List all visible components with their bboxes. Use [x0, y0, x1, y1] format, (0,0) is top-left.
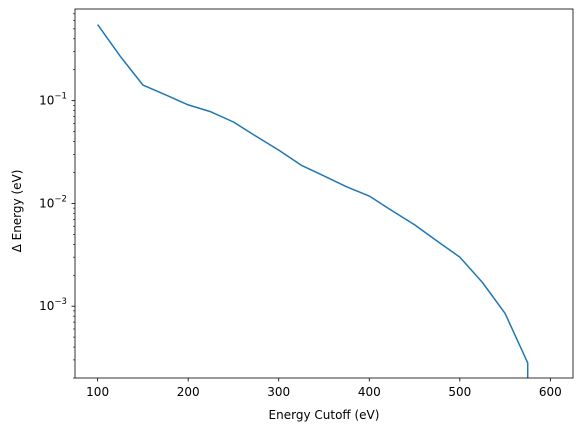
y-tick-label: 10−1 [39, 92, 67, 108]
x-axis: 100 200 300 400 500 600 [86, 378, 562, 399]
y-axis: 10−3 10−2 10−1 [39, 13, 75, 379]
x-axis-label: Energy Cutoff (eV) [269, 408, 380, 422]
axes-frame [74, 8, 574, 379]
plot-area [74, 8, 574, 379]
x-tick-label: 400 [358, 385, 381, 399]
x-tick-label: 600 [539, 385, 562, 399]
x-tick-label: 200 [177, 385, 200, 399]
y-tick-label: 10−2 [39, 194, 67, 210]
x-tick-label: 300 [267, 385, 290, 399]
series-line-0 [98, 25, 528, 378]
y-axis-label: Δ Energy (eV) [10, 170, 24, 253]
x-tick-label: 500 [448, 385, 471, 399]
x-tick-label: 100 [86, 385, 109, 399]
y-tick-label: 10−3 [39, 297, 67, 313]
